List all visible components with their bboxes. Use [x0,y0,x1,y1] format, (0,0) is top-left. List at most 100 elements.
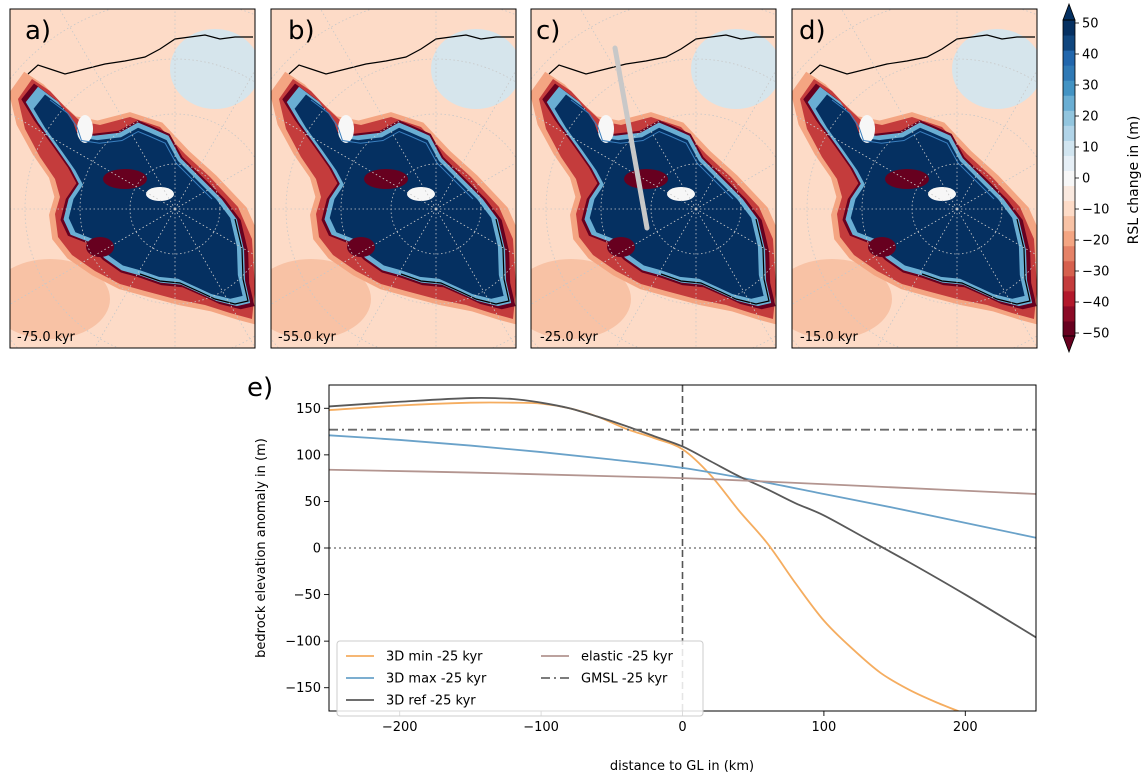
map-c-transect-line [612,45,650,231]
colorbar-tick-label: 40 [1082,48,1099,63]
offshore-anomaly [792,259,892,339]
x-axis-ticks: −200 −100 0 100 200 [382,711,978,735]
colorbar-extend-max [1062,2,1076,21]
map-c-panel-label: c) [536,16,560,46]
y-tick-label: −100 [285,635,321,650]
map-c-time-label: -25.0 kyr [540,330,599,345]
colorbar-tick-label: 50 [1082,17,1099,32]
grounding-line [570,99,734,200]
colorbar-tick-label: −40 [1082,296,1109,311]
y-tick-label: 150 [296,402,321,417]
map-a-rsl-field [10,29,255,339]
colorbar-band [1063,95,1075,111]
line-chart-e: e) −200 −100 0 100 200 150100500−50−100−150 … [247,373,1037,774]
coastline [660,218,770,305]
map-panel-a: a) -75.0 kyr [9,8,256,349]
map-d-graticule [792,9,1037,348]
colorbar-tick-label: −20 [1082,234,1109,249]
colorbar-tick-label: −10 [1082,203,1109,218]
map-panel-c: c) -25.0 kyr [530,8,777,349]
colorbar-band [1063,110,1075,126]
coastline [139,218,249,305]
colorbar-label: RSL change in (m) [1126,116,1142,245]
map-b-graticule [271,9,516,348]
map-b-rsl-field [271,29,516,339]
offshore-anomaly [10,259,110,339]
colorbar-band [1063,125,1075,141]
colorbar-band [1063,245,1075,262]
colorbar-band [1063,230,1075,247]
x-tick-label: 200 [953,720,978,735]
map-d-time-label: -15.0 kyr [800,330,859,345]
colorbar-tick-label: −30 [1082,265,1109,280]
colorbar-bands [1062,2,1076,354]
y-axis-label: bedrock elevation anomaly in (m) [254,438,269,658]
map-d-rsl-field [792,29,1037,339]
y-tick-label: 0 [313,542,321,557]
map-b-frame [270,8,517,349]
x-tick-label: −200 [382,720,418,735]
colorbar-band [1063,170,1075,187]
ice-load-core [33,94,243,299]
legend-label: elastic -25 kyr [581,650,673,665]
y-tick-label: 100 [296,448,321,463]
colorbar-band [1063,155,1075,171]
colorbar-band [1063,20,1075,36]
map-b-panel-label: b) [288,16,315,46]
embayment-anomaly [103,169,147,189]
coastline [809,34,1035,75]
meridian-line [841,9,958,210]
latitude-circle [600,113,776,305]
map-panel-b: b) -55.0 kyr [270,8,517,349]
offshore-anomaly [271,259,371,339]
colorbar-band [1063,290,1075,307]
offshore-anomaly [431,29,516,109]
embayment-anomaly [407,187,435,201]
colorbar-tick-label: −50 [1082,327,1109,342]
embayment-anomaly [347,237,375,257]
colorbar-tick-label: 20 [1082,110,1099,125]
map-d-panel-label: d) [799,16,826,46]
series-line-3d-ref-25-kyr [329,396,1036,639]
embayment-anomaly [364,169,408,189]
ice-load-core [554,94,764,299]
latitude-circle [340,113,516,305]
embayment-anomaly [86,237,114,257]
coastline [288,34,514,75]
grounding-line [310,99,474,200]
coastline [921,218,1031,305]
map-c-rsl-field [531,29,776,339]
embayment-anomaly [885,169,929,189]
embayment-anomaly [77,115,93,143]
x-tick-label: −100 [523,720,559,735]
legend-box [336,640,704,717]
legend: 3D min -25 kyr 3D max -25 kyr 3D ref -25 k… [336,640,704,717]
colorbar-band [1063,185,1075,202]
x-axis-label: distance to GL in (km) [610,759,754,774]
meridian-line [580,9,697,210]
series-line-elastic-25-kyr [329,468,1036,495]
x-tick-label: 0 [678,720,686,735]
chart-panel-label: e) [247,373,273,403]
colorbar-band [1063,80,1075,96]
series-line-3d-max-25-kyr [329,434,1036,539]
map-panel-d: d) -15.0 kyr [791,8,1038,349]
colorbar-band [1063,35,1075,51]
embayment-anomaly [928,187,956,201]
meridian-line [59,9,176,210]
offshore-anomaly [691,29,776,109]
colorbar-tick-label: 30 [1082,79,1099,94]
embayment-anomaly [859,115,875,143]
map-c-graticule [531,9,776,348]
colorbar-band [1063,260,1075,277]
colorbar-band [1063,65,1075,81]
embayment-anomaly [607,237,635,257]
offshore-anomaly [531,259,631,339]
colorbar-extend-min [1062,335,1076,354]
colorbar-band [1063,140,1075,156]
colorbar-band [1063,320,1075,337]
y-tick-label: −50 [294,588,321,603]
series-line-3d-min-25-kyr [329,401,961,711]
colorbar-band [1063,200,1075,217]
